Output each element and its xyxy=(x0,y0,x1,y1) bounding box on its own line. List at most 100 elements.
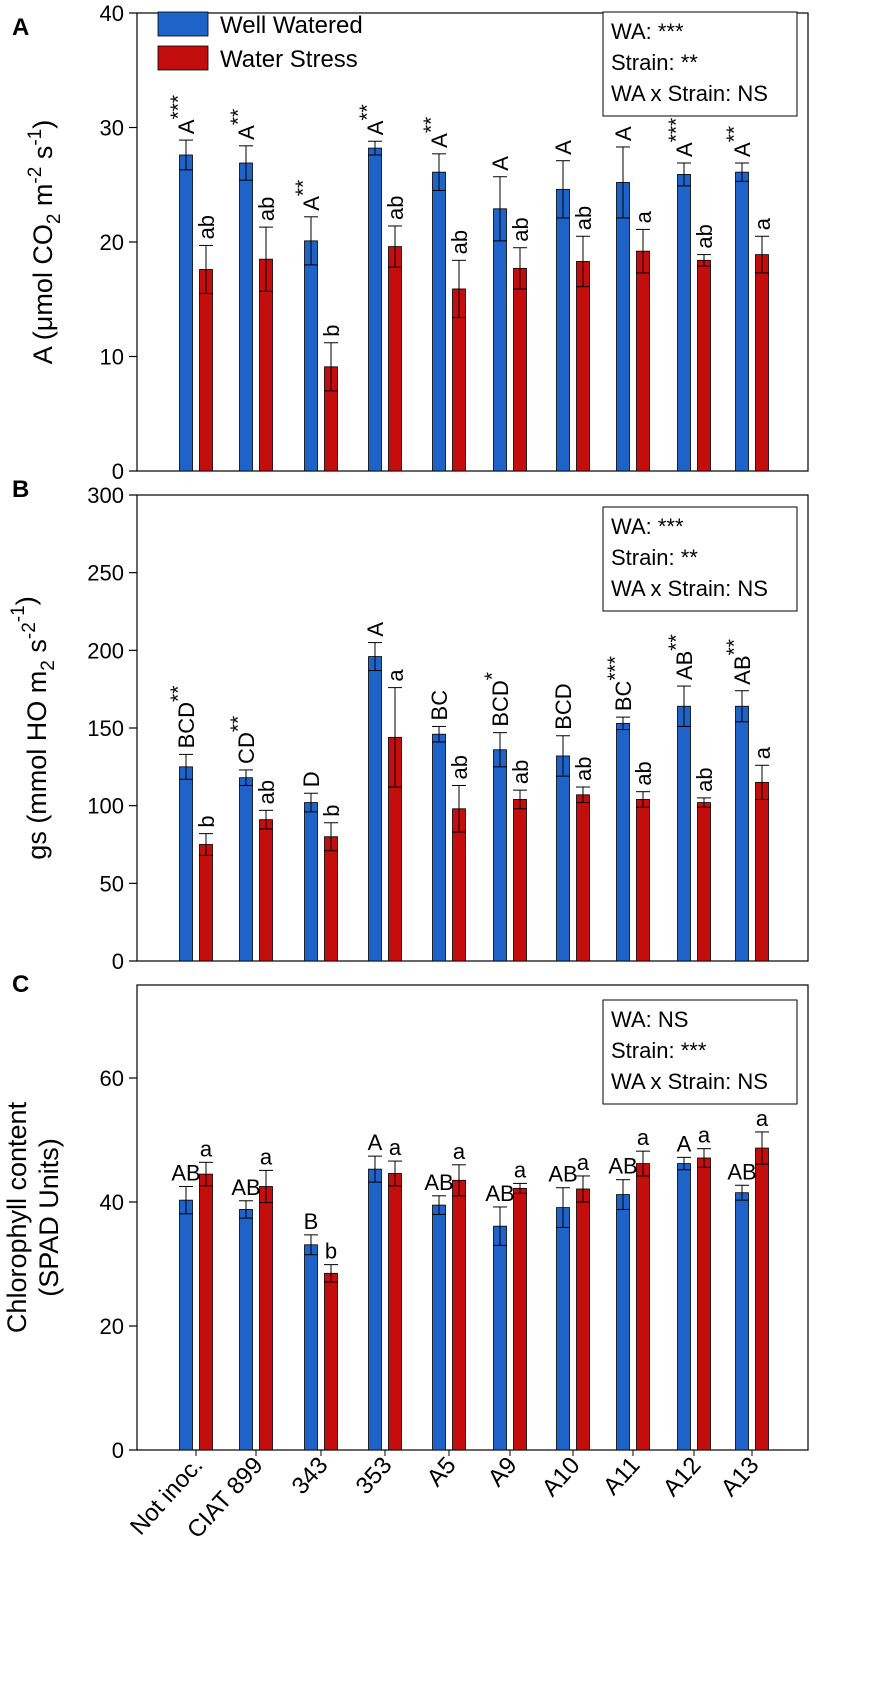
bar-well-watered xyxy=(616,1194,630,1451)
bar-water-stress xyxy=(452,1179,466,1451)
bar-water-stress xyxy=(324,1272,338,1451)
significance-label: a xyxy=(514,1157,527,1182)
significance-label: AB xyxy=(424,1170,453,1195)
stats-line: WA: *** xyxy=(611,19,684,44)
significance-label: a xyxy=(631,210,656,223)
legend-label: Well Watered xyxy=(220,12,363,39)
bar-well-watered xyxy=(368,1168,382,1451)
bar-well-watered xyxy=(556,755,570,962)
bar-well-watered xyxy=(556,188,570,472)
significance-label: A xyxy=(611,126,636,141)
significance-label: A xyxy=(363,622,388,637)
bar-well-watered xyxy=(239,1209,253,1451)
bar-well-watered xyxy=(179,766,193,962)
significance-label: A** xyxy=(292,180,324,211)
significance-label: ab xyxy=(571,757,596,781)
bar-well-watered xyxy=(556,1207,570,1451)
x-category-label: A11 xyxy=(598,1452,645,1500)
significance-label: A xyxy=(551,140,576,155)
stats-line: WA: NS xyxy=(611,1007,688,1032)
y-tick-label: 60 xyxy=(100,1066,124,1091)
bar-well-watered xyxy=(493,208,507,472)
y-tick-label: 0 xyxy=(112,459,124,484)
significance-label: A** xyxy=(723,126,755,157)
significance-label: A xyxy=(488,156,513,171)
stats-line: Strain: ** xyxy=(611,545,698,570)
y-tick-label: 250 xyxy=(87,561,124,586)
significance-label: AB** xyxy=(723,639,755,685)
y-tick-label: 30 xyxy=(100,116,124,141)
y-tick-label: 0 xyxy=(112,949,124,974)
bar-well-watered xyxy=(239,777,253,962)
panel-C: C 0 20 40 60 Chlorophyll content(SPAD Units) A… xyxy=(2,971,809,1463)
y-tick-label: 200 xyxy=(87,638,124,663)
bar-well-watered xyxy=(179,154,193,472)
bar-water-stress xyxy=(199,1173,213,1451)
bar-well-watered xyxy=(677,174,691,472)
bar-water-stress xyxy=(755,1147,769,1451)
significance-label: ab xyxy=(631,761,656,785)
bar-well-watered xyxy=(493,1225,507,1451)
stats-line: Strain: ** xyxy=(611,50,698,75)
significance-label: a xyxy=(383,669,408,682)
significance-label: BC xyxy=(427,690,452,721)
y-tick-label: 150 xyxy=(87,716,124,741)
significance-label: AB xyxy=(608,1154,637,1179)
bar-well-watered xyxy=(304,1244,318,1451)
y-tick-label: 10 xyxy=(100,345,124,370)
bar-water-stress xyxy=(697,1157,711,1451)
bar-water-stress xyxy=(755,254,769,472)
bar-water-stress xyxy=(388,1173,402,1451)
bar-water-stress xyxy=(324,836,338,962)
panel-letter: A xyxy=(12,14,29,41)
significance-label: ab xyxy=(508,217,533,241)
bar-well-watered xyxy=(432,171,446,472)
significance-label: a xyxy=(260,1144,273,1169)
y-tick-label: 300 xyxy=(87,483,124,508)
significance-label: BCD* xyxy=(481,672,513,727)
significance-label: A** xyxy=(356,104,388,135)
y-tick-label: 40 xyxy=(100,1,124,26)
bar-well-watered xyxy=(735,171,749,472)
bar-water-stress xyxy=(697,802,711,962)
y-tick-label: 20 xyxy=(100,230,124,255)
significance-label: a xyxy=(756,1106,769,1131)
y-axis-label: Chlorophyll content(SPAD Units) xyxy=(2,1101,64,1333)
significance-label: ab xyxy=(571,206,596,230)
significance-label: ab xyxy=(383,195,408,219)
bar-well-watered xyxy=(304,240,318,472)
bar-well-watered xyxy=(368,656,382,962)
bar-water-stress xyxy=(513,1187,527,1451)
y-axis-label: A (μmol CO2 m-2 s-1) xyxy=(25,120,65,365)
bar-well-watered xyxy=(432,1204,446,1451)
x-category-label: A13 xyxy=(716,1452,765,1502)
significance-label: A xyxy=(368,1130,383,1155)
significance-label: A** xyxy=(420,117,452,148)
bar-well-watered xyxy=(735,705,749,962)
significance-label: CD** xyxy=(227,716,259,764)
legend: Well Watered Water Stress xyxy=(157,11,363,73)
significance-label: a xyxy=(389,1135,402,1160)
bar-well-watered xyxy=(677,705,691,962)
bar-water-stress xyxy=(576,794,590,962)
significance-label: D xyxy=(299,771,324,787)
panel-A: A 0 10 20 30 40 A (μmol CO2 m-2 s-1) A*** A** A**… xyxy=(12,1,809,484)
bar-well-watered xyxy=(179,1199,193,1451)
significance-label: BC*** xyxy=(604,656,636,711)
panel-letter: B xyxy=(12,476,29,503)
significance-label: BCD** xyxy=(167,686,199,749)
x-category-label: A9 xyxy=(483,1452,523,1492)
significance-label: AB xyxy=(727,1159,756,1184)
bar-well-watered xyxy=(432,733,446,962)
significance-label: a xyxy=(200,1136,213,1161)
significance-label: B xyxy=(304,1209,319,1234)
y-tick-label: 40 xyxy=(100,1190,124,1215)
significance-label: ab xyxy=(447,230,472,254)
stats-line: WA: *** xyxy=(611,514,684,539)
significance-label: a xyxy=(750,746,775,759)
stats-line: WA x Strain: NS xyxy=(611,1069,768,1094)
y-axis-label: gs (mmol HO m2 s-2-1) xyxy=(8,596,59,859)
bar-water-stress xyxy=(636,250,650,472)
bar-well-watered xyxy=(735,1192,749,1451)
